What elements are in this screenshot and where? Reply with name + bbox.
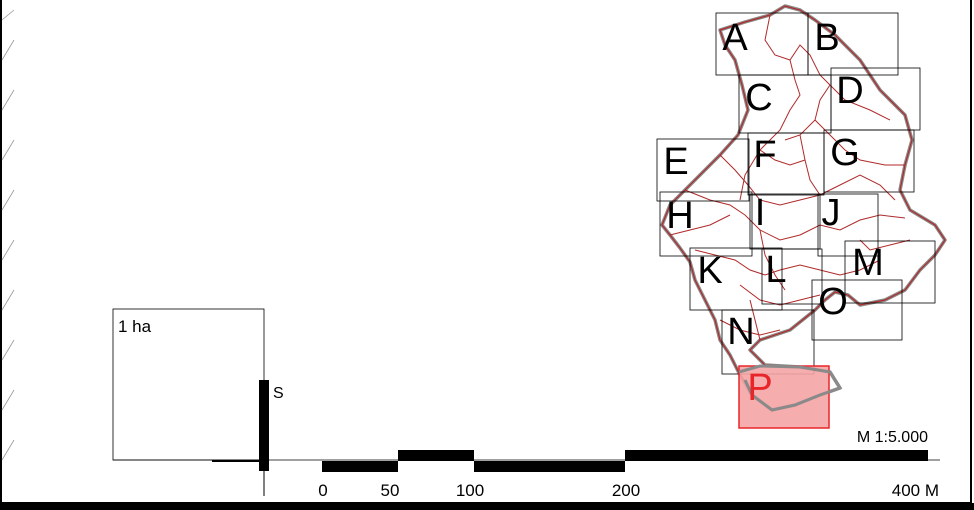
tile-h-box (659, 191, 753, 257)
tile-labels: A B C D E F G H I J K L M N O P (663, 17, 884, 409)
bottom-border (0, 503, 974, 510)
tile-label: L (765, 249, 786, 291)
tile-g-box (823, 129, 915, 193)
tile-label: D (836, 70, 863, 112)
scale-tick-label: 100 (456, 481, 484, 500)
scale-tick-label: 50 (381, 481, 400, 500)
island-coastline-inner (661, 5, 946, 411)
scale-segment (398, 450, 474, 461)
scale-segment (625, 450, 928, 461)
scale-tick-label: 200 (612, 481, 640, 500)
tile-p-coast (738, 364, 843, 412)
tile-label: I (755, 192, 766, 234)
tile-label: C (745, 77, 772, 119)
scale-bar (322, 450, 928, 472)
left-edge-lines (1, 9, 15, 461)
tile-label: A (722, 17, 748, 59)
tile-label: B (814, 17, 839, 59)
island-coastline (660, 4, 947, 412)
tile-label: O (818, 281, 848, 323)
scale-tick-labels: 0 50 100 200 400 M (318, 481, 939, 500)
north-arrow-bar (259, 380, 269, 471)
tile-label: J (822, 192, 841, 234)
tile-e-box (656, 138, 750, 202)
tile-l-box (761, 248, 823, 305)
tile-label: H (666, 195, 693, 237)
tile-label: F (753, 134, 776, 176)
tile-label-highlighted: P (747, 367, 772, 409)
area-reference-box (112, 308, 265, 461)
scale-segment (474, 461, 625, 472)
scale-tick-label: 400 M (892, 481, 939, 500)
tile-label: K (697, 250, 722, 292)
tile-label: N (727, 311, 754, 353)
tile-m-box (844, 240, 936, 304)
tile-j-box (817, 193, 879, 257)
scale-tick-label: 0 (318, 481, 327, 500)
tile-label: E (663, 141, 688, 183)
parcel-boundaries (669, 14, 911, 341)
tile-label: M (852, 242, 884, 284)
scale-ratio-label: M 1:5.000 (857, 429, 928, 446)
scale-segment (322, 461, 398, 472)
area-reference-label: 1 ha (118, 317, 152, 336)
tile-b-box (807, 12, 899, 76)
north-arrow-label: S (273, 385, 284, 402)
tile-o-box (811, 279, 903, 341)
tile-grid (656, 12, 936, 375)
tile-label: G (830, 132, 860, 174)
